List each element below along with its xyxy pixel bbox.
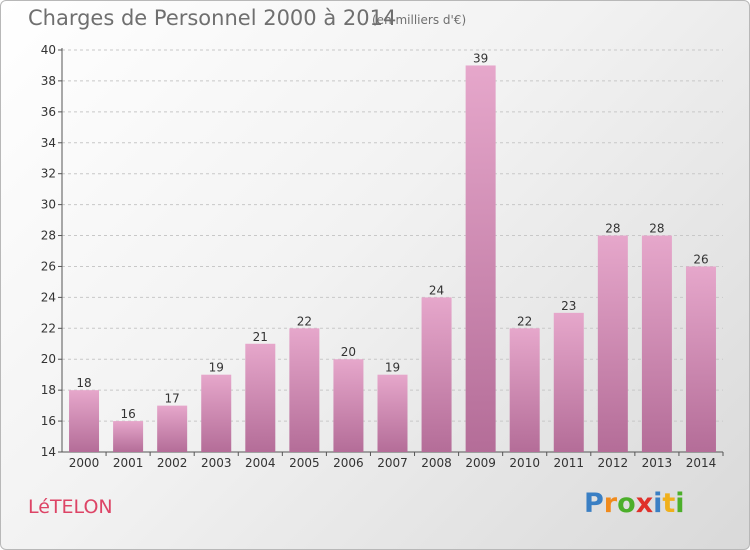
data-label: 17 [165, 392, 180, 406]
place-name: LéTELON [28, 496, 113, 518]
logo-letter: x [635, 488, 654, 519]
logo-letter: r [603, 488, 618, 519]
bars [69, 65, 716, 452]
data-label: 22 [517, 314, 532, 328]
data-label: 23 [561, 299, 576, 313]
y-tick-label: 30 [41, 198, 56, 212]
logo-letter: t [662, 488, 676, 519]
data-label: 24 [429, 283, 444, 297]
bar [69, 390, 100, 452]
data-label: 28 [649, 222, 664, 236]
logo-letter: o [617, 488, 636, 519]
bar [421, 297, 452, 452]
x-tick-label: 2011 [553, 456, 584, 470]
labels: 14 16 18 20 22 24 26 28 30 32 34 36 38 40 18 2000 16 2001… [41, 43, 717, 470]
data-label: 16 [120, 407, 135, 421]
bar [113, 421, 144, 452]
bar [465, 65, 496, 452]
x-tick-label: 2009 [465, 456, 496, 470]
data-label: 28 [605, 222, 620, 236]
x-tick-label: 2004 [245, 456, 276, 470]
y-tick-label: 14 [41, 445, 56, 459]
bar [641, 235, 672, 452]
y-tick-label: 26 [41, 259, 56, 273]
data-label: 26 [693, 252, 708, 266]
chart-subtitle: (en milliers d'€) [372, 13, 467, 27]
data-label: 18 [76, 376, 91, 390]
bar [201, 374, 232, 452]
x-tick-label: 2008 [421, 456, 452, 470]
data-label: 19 [385, 361, 400, 375]
y-tick-label: 32 [41, 167, 56, 181]
x-tick-label: 2013 [642, 456, 673, 470]
x-tick-label: 2006 [333, 456, 364, 470]
data-label: 39 [473, 51, 488, 65]
logo-letter: i [675, 488, 685, 519]
chart-title: Charges de Personnel 2000 à 2014 [28, 6, 397, 30]
x-tick-label: 2002 [157, 456, 188, 470]
logo-letter: i [653, 488, 663, 519]
bar [685, 266, 716, 452]
bar [553, 312, 584, 452]
bar [597, 235, 628, 452]
x-tick-label: 2001 [113, 456, 144, 470]
y-tick-label: 20 [41, 352, 56, 366]
x-tick-label: 2003 [201, 456, 232, 470]
x-tick-label: 2012 [598, 456, 629, 470]
x-tick-label: 2007 [377, 456, 408, 470]
bar [157, 405, 188, 452]
data-label: 19 [209, 361, 224, 375]
y-tick-label: 36 [41, 105, 56, 119]
y-tick-label: 22 [41, 321, 56, 335]
bar [333, 359, 364, 452]
bar [509, 328, 540, 452]
logo-letter: P [584, 488, 604, 519]
bar [289, 328, 320, 452]
y-tick-label: 24 [41, 290, 56, 304]
y-tick-label: 18 [41, 383, 56, 397]
x-tick-label: 2000 [69, 456, 100, 470]
y-tick-label: 16 [41, 414, 56, 428]
y-tick-label: 38 [41, 74, 56, 88]
x-tick-label: 2010 [509, 456, 540, 470]
y-tick-label: 40 [41, 43, 56, 57]
data-label: 21 [253, 330, 268, 344]
data-label: 20 [341, 345, 356, 359]
bar [377, 374, 408, 452]
bar [245, 343, 276, 452]
x-tick-label: 2005 [289, 456, 320, 470]
y-tick-label: 28 [41, 229, 56, 243]
x-tick-label: 2014 [686, 456, 717, 470]
proxiti-logo[interactable]: Proxiti [584, 488, 685, 519]
y-tick-label: 34 [41, 136, 56, 150]
data-label: 22 [297, 314, 312, 328]
